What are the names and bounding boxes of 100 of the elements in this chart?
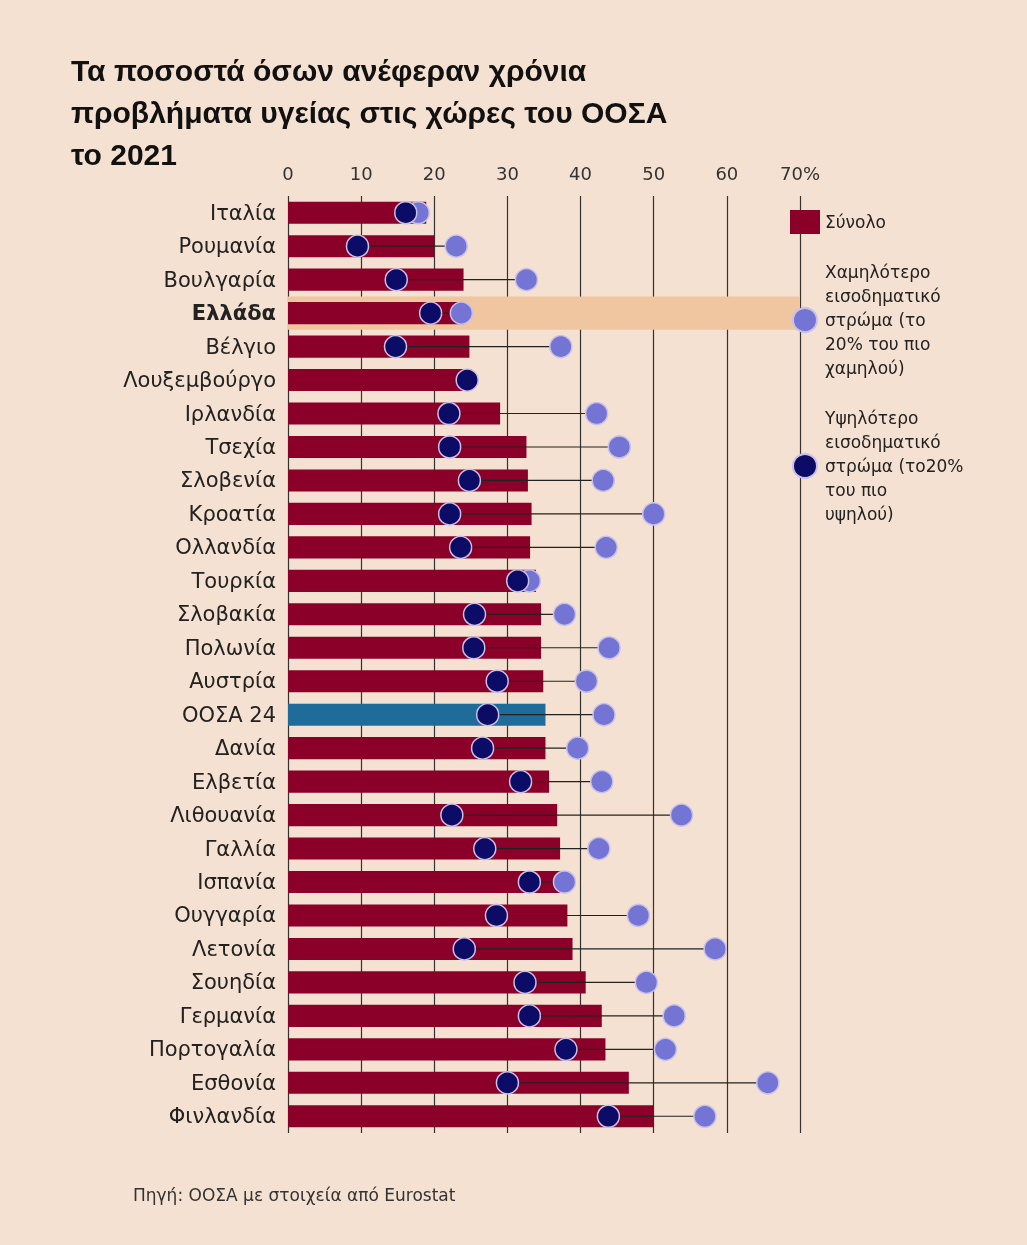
legend-label: Σύνολο	[825, 212, 886, 232]
y-tick-label: Ελλάδα	[191, 301, 276, 326]
y-tick-label: Πολωνία	[184, 635, 276, 660]
point	[345, 234, 370, 258]
point	[591, 468, 615, 493]
point	[394, 200, 418, 225]
point	[626, 903, 651, 928]
point	[462, 636, 486, 660]
point	[517, 1004, 542, 1028]
x-tick-label: 60	[715, 162, 739, 184]
point	[641, 502, 666, 526]
point	[587, 836, 611, 861]
point	[554, 1037, 578, 1062]
point	[473, 836, 497, 861]
y-tick-label: Εσθονία	[191, 1070, 276, 1095]
y-tick-label: Σλοβακία	[176, 602, 276, 627]
text: Πηγή: ΟΟΣΑ με στοιχεία από Eurostat	[133, 1184, 456, 1205]
point	[484, 903, 509, 928]
point	[693, 1104, 717, 1129]
point	[444, 234, 468, 258]
bar	[288, 770, 550, 793]
y-tick-label: Λιθουανία	[170, 803, 276, 828]
x-tick-label: 10	[349, 162, 373, 184]
y-tick-label: Πορτογαλία	[148, 1037, 276, 1062]
y-tick-label: Αυστρία	[189, 669, 276, 694]
x-tick-label: 50	[642, 162, 666, 184]
bar	[288, 703, 546, 726]
bar	[288, 402, 501, 425]
bar	[288, 904, 568, 927]
bar	[288, 1105, 654, 1128]
point	[549, 334, 573, 359]
y-tick-label: Ρουμανία	[178, 234, 276, 259]
point	[662, 1004, 686, 1028]
y-tick-label: Φινλανδία	[168, 1104, 276, 1129]
bar	[288, 837, 561, 860]
bar	[288, 971, 586, 994]
point	[449, 301, 474, 325]
point	[653, 1037, 678, 1062]
bar	[288, 1071, 629, 1094]
bar	[288, 870, 562, 894]
point	[584, 401, 609, 426]
y-tick-label: Δανία	[215, 736, 276, 761]
point	[565, 736, 590, 760]
y-tick-label: Ιταλία	[209, 200, 276, 225]
bar	[288, 603, 542, 626]
point	[597, 636, 621, 660]
y-tick-label: Γαλλία	[204, 836, 276, 861]
point	[594, 535, 618, 560]
point	[462, 602, 487, 627]
point	[552, 870, 577, 894]
x-tick-label: 40	[569, 162, 593, 184]
point	[418, 301, 443, 325]
y-tick-label: Λουξεμβούργο	[123, 368, 276, 393]
point	[513, 970, 537, 995]
point	[495, 1071, 520, 1095]
bar	[288, 1038, 606, 1061]
point	[508, 769, 533, 794]
point	[634, 970, 659, 995]
legend-label: Χαμηλότερο εισοδηματικό στρώμα (το 20% του πιο χαμηλού)	[825, 262, 941, 378]
point	[485, 669, 509, 693]
y-tick-label: Γερμανία	[179, 1003, 276, 1028]
y-tick-label: Ελβετία	[191, 769, 276, 794]
y-tick-label: Κροατία	[188, 501, 276, 526]
point	[607, 435, 632, 459]
bar	[288, 937, 573, 960]
y-tick-label: ΟΟΣΑ 24	[181, 702, 276, 727]
y-tick-label: Τσεχία	[204, 434, 276, 459]
point	[383, 334, 408, 359]
y-tick-label: Σουηδία	[190, 970, 276, 995]
x-tick-label: 30	[495, 162, 519, 184]
y-tick-label: Λετονία	[192, 936, 276, 961]
point	[437, 435, 462, 459]
point	[756, 1071, 780, 1095]
legend-label: Υψηλότερο εισοδηματικό στρώμα (το20% του πιο υψηλού)	[824, 408, 964, 524]
point	[470, 736, 495, 760]
bar	[288, 469, 528, 492]
point	[592, 702, 616, 727]
y-tick-label: Βέλγιο	[205, 334, 276, 359]
y-tick-label: Ιρλανδία	[184, 401, 276, 426]
y-tick-label: Ολλανδία	[175, 535, 276, 560]
y-tick-label: Ισπανία	[197, 870, 276, 895]
point	[457, 468, 482, 493]
point	[384, 267, 408, 292]
point	[440, 803, 464, 827]
y-tick-label: Σλοβενία	[180, 468, 276, 493]
point	[437, 502, 462, 526]
bar	[288, 1004, 602, 1027]
point	[437, 401, 461, 426]
point	[669, 803, 694, 827]
point	[517, 870, 542, 894]
y-tick-label: Βουλγαρία	[163, 267, 276, 292]
y-tick-label: Ουγγαρία	[174, 903, 276, 928]
bar	[288, 670, 544, 693]
point	[703, 937, 727, 961]
bar	[288, 737, 546, 760]
bar	[288, 536, 531, 559]
point	[552, 602, 577, 627]
point	[448, 535, 473, 560]
point	[452, 937, 477, 961]
x-tick-label: 20	[422, 162, 446, 184]
